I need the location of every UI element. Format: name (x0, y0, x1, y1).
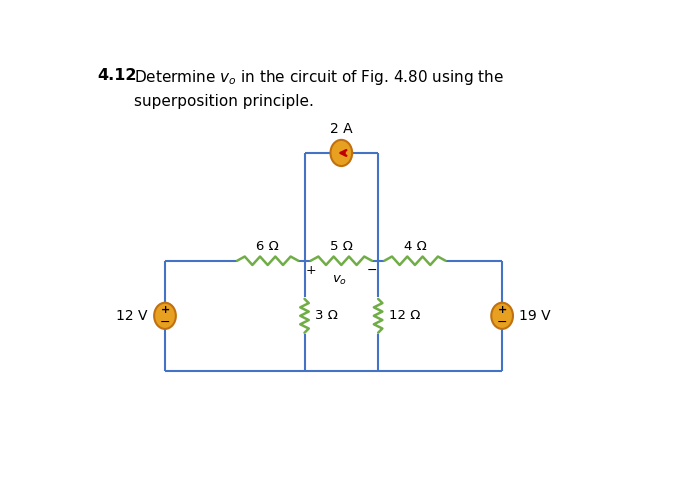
Ellipse shape (330, 140, 352, 166)
Text: −: − (160, 316, 170, 329)
Text: Determine $v_o$ in the circuit of Fig. 4.80 using the: Determine $v_o$ in the circuit of Fig. 4… (134, 68, 504, 87)
Text: 5 Ω: 5 Ω (330, 240, 353, 253)
Text: −: − (497, 316, 508, 329)
Text: $v_o$: $v_o$ (332, 274, 347, 286)
Ellipse shape (154, 303, 176, 329)
Text: 4 Ω: 4 Ω (404, 240, 426, 253)
Text: 4.12: 4.12 (97, 68, 137, 83)
Text: +: + (498, 306, 507, 316)
Text: superposition principle.: superposition principle. (134, 94, 314, 109)
Text: +: + (305, 263, 316, 276)
Text: 6 Ω: 6 Ω (256, 240, 279, 253)
Text: −: − (367, 263, 377, 276)
Text: 3 Ω: 3 Ω (315, 309, 338, 322)
Ellipse shape (491, 303, 513, 329)
Text: +: + (160, 306, 169, 316)
Text: 19 V: 19 V (519, 309, 551, 323)
Text: 12 V: 12 V (116, 309, 148, 323)
Text: 2 A: 2 A (330, 122, 353, 136)
Text: 12 Ω: 12 Ω (389, 309, 420, 322)
